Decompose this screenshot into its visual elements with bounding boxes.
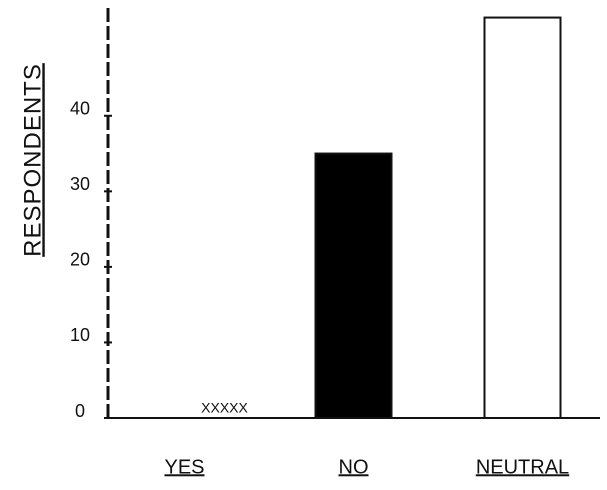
y-axis-label: RESPONDENTS <box>19 63 46 257</box>
y-tick-label: 40 <box>70 99 90 119</box>
y-tick-label: 0 <box>75 401 85 421</box>
x-tick-label: NEUTRAL <box>476 456 569 478</box>
annotation: XXXXX <box>201 400 248 416</box>
y-tick-label: 10 <box>70 325 90 345</box>
bar <box>316 154 392 418</box>
bar <box>485 18 561 418</box>
x-tick-label: NO <box>339 456 369 478</box>
y-tick-label: 20 <box>70 250 90 270</box>
x-tick-label: YES <box>164 456 204 478</box>
chart: RESPONDENTS 0 10 20 30 40 YES NO NEUTRAL XXXXX <box>0 0 607 490</box>
y-tick-label: 30 <box>70 174 90 194</box>
